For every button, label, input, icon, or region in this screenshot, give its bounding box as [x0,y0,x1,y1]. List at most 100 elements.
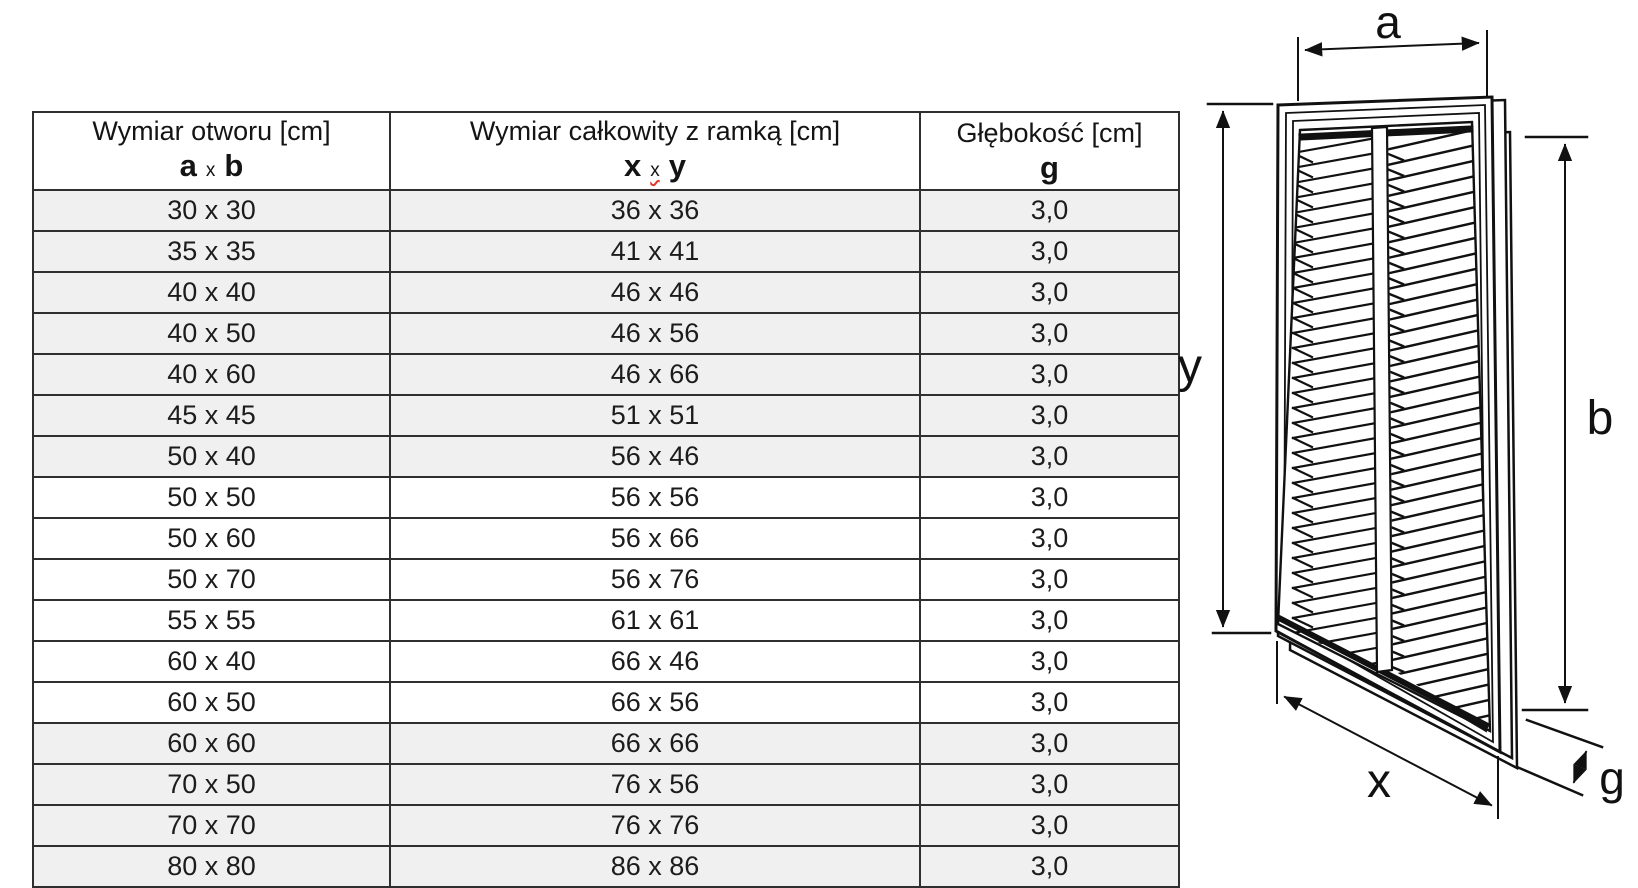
table-row: 40 x 40 46 x 46 3,0 [32,271,1180,314]
opening-cell: 70 x 70 [32,804,391,847]
opening-cell: 35 x 35 [32,230,391,273]
table-body: 30 x 30 36 x 36 3,0 35 x 35 41 x 41 3,0 40 x 4… [32,189,1180,888]
depth-cell: 3,0 [919,845,1180,888]
dim-x-label: x [1367,755,1391,808]
table-row: 50 x 60 56 x 66 3,0 [32,517,1180,560]
louvers-left-column [1291,136,1377,670]
dim-g-label: g [1599,752,1625,804]
total-cell: 61 x 61 [389,599,921,642]
depth-cell: 3,0 [919,681,1180,724]
total-cell: 36 x 36 [389,189,921,232]
total-cell: 76 x 56 [389,763,921,806]
total-cell: 66 x 56 [389,681,921,724]
table-row: 40 x 60 46 x 66 3,0 [32,353,1180,396]
depth-cell: 3,0 [919,189,1180,232]
total-cell: 41 x 41 [389,230,921,273]
table-row: 80 x 80 86 x 86 3,0 [32,845,1180,888]
table-row: 50 x 70 56 x 76 3,0 [32,558,1180,601]
dim-g-arrow [1572,750,1588,784]
depth-cell: 3,0 [919,763,1180,806]
table-row: 60 x 50 66 x 56 3,0 [32,681,1180,724]
opening-cell: 50 x 40 [32,435,391,478]
opening-cell: 50 x 60 [32,517,391,560]
opening-cell: 40 x 40 [32,271,391,314]
total-cell: 46 x 66 [389,353,921,396]
total-cell: 86 x 86 [389,845,921,888]
total-cell: 66 x 66 [389,722,921,765]
col-header-depth: Głębokość [cm] g [919,111,1180,191]
depth-cell: 3,0 [919,640,1180,683]
opening-cell: 60 x 40 [32,640,391,683]
grille-center-mullion [1370,125,1394,674]
table-row: 45 x 45 51 x 51 3,0 [32,394,1180,437]
total-cell: 51 x 51 [389,394,921,437]
dim-b-label: b [1587,392,1614,445]
depth-cell: 3,0 [919,517,1180,560]
table-row: 30 x 30 36 x 36 3,0 [32,189,1180,232]
opening-cell: 80 x 80 [32,845,391,888]
dim-y-label: y [1178,340,1202,393]
depth-cell: 3,0 [919,312,1180,355]
symbol-x-separator: x [205,159,216,181]
opening-cell: 45 x 45 [32,394,391,437]
col-header-opening-title: Wymiar otworu [cm] [92,115,331,146]
dim-g-reference-bottom [1515,765,1584,797]
opening-cell: 50 x 50 [32,476,391,519]
dim-a-label: a [1375,0,1401,48]
table-row: 70 x 50 76 x 56 3,0 [32,763,1180,806]
opening-cell: 60 x 60 [32,722,391,765]
table-row: 50 x 50 56 x 56 3,0 [32,476,1180,519]
opening-cell: 30 x 30 [32,189,391,232]
dim-x-arrow [1283,695,1493,807]
table-row: 55 x 55 61 x 61 3,0 [32,599,1180,642]
table-row: 60 x 60 66 x 66 3,0 [32,722,1180,765]
opening-cell: 40 x 50 [32,312,391,355]
depth-cell: 3,0 [919,230,1180,273]
total-cell: 66 x 46 [389,640,921,683]
opening-cell: 70 x 50 [32,763,391,806]
depth-cell: 3,0 [919,353,1180,396]
total-cell: 76 x 76 [389,804,921,847]
table-row: 40 x 50 46 x 56 3,0 [32,312,1180,355]
total-cell: 56 x 66 [389,517,921,560]
opening-cell: 50 x 70 [32,558,391,601]
dim-a-arrow [1304,36,1480,57]
opening-cell: 55 x 55 [32,599,391,642]
depth-cell: 3,0 [919,476,1180,519]
dim-g-reference-top [1525,718,1604,749]
depth-cell: 3,0 [919,804,1180,847]
table-row: 50 x 40 56 x 46 3,0 [32,435,1180,478]
table-row: 60 x 40 66 x 46 3,0 [32,640,1180,683]
symbol-b: b [224,147,244,183]
col-header-total-title: Wymiar całkowity z ramką [cm] [469,115,841,146]
depth-cell: 3,0 [919,271,1180,314]
depth-cell: 3,0 [919,435,1180,478]
symbol-y: y [668,147,686,183]
depth-cell: 3,0 [919,722,1180,765]
symbol-a: a [179,147,197,183]
grille-technical-drawing: a y b x g [1178,0,1625,819]
table-row: 35 x 35 41 x 41 3,0 [32,230,1180,273]
col-header-depth-title: Głębokość [cm] [956,118,1143,148]
depth-cell: 3,0 [919,599,1180,642]
opening-cell: 60 x 50 [32,681,391,724]
total-cell: 46 x 56 [389,312,921,355]
total-cell: 56 x 76 [389,558,921,601]
depth-cell: 3,0 [919,394,1180,437]
symbol-x: x [624,147,642,183]
depth-cell: 3,0 [919,558,1180,601]
total-cell: 56 x 56 [389,476,921,519]
total-cell: 56 x 46 [389,435,921,478]
symbol-x-separator-underlined: x [650,159,660,181]
total-cell: 46 x 46 [389,271,921,314]
symbol-g: g [1040,150,1059,185]
opening-cell: 40 x 60 [32,353,391,396]
table-row: 70 x 70 76 x 76 3,0 [32,804,1180,847]
